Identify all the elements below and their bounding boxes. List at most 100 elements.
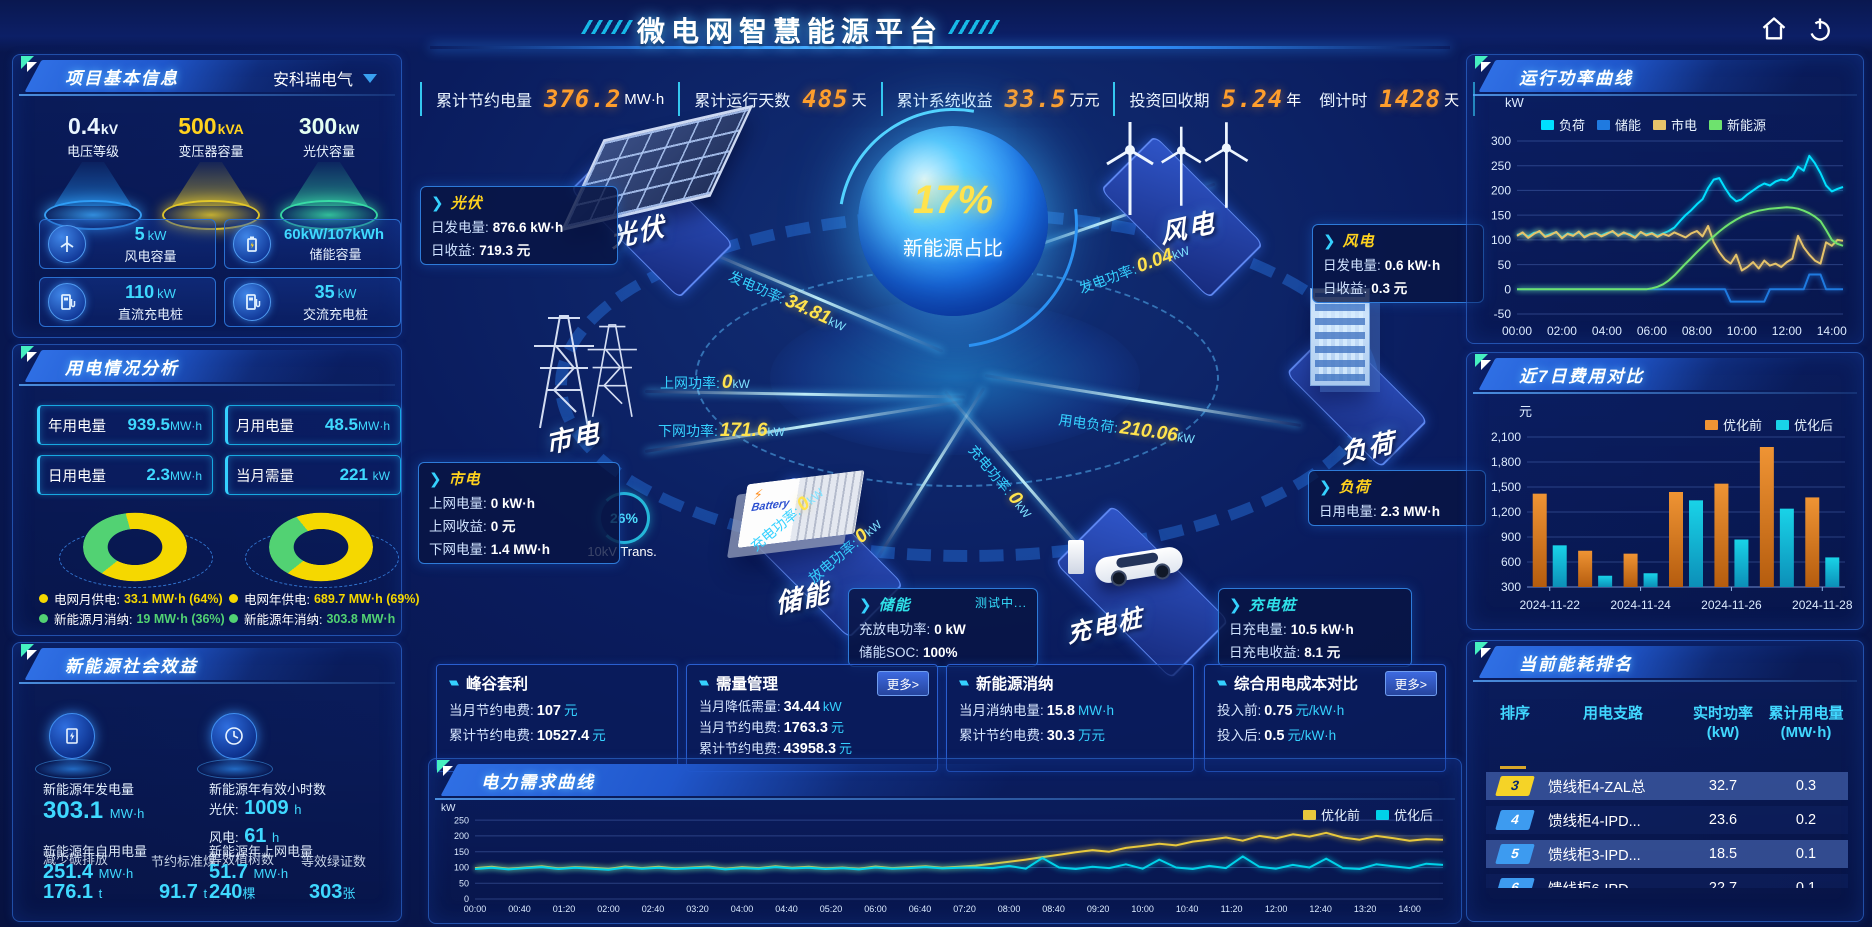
legend-value: 689.7 MW·h (69%): [313, 591, 420, 606]
line-label: 上网电量:: [429, 496, 487, 511]
legend-grid-year[interactable]: 电网年供电: 689.7 MW·h (69%): [229, 589, 420, 608]
svg-text:04:00: 04:00: [731, 904, 754, 914]
line-unit: 元/kW·h: [1287, 728, 1337, 743]
ranking-table-body: 3 馈线柜4-ZAL总 32.7 0.3 4 馈线柜4-IPD... 23.6 …: [1486, 772, 1848, 888]
card-unit: kW: [147, 227, 167, 243]
svg-text:12:00: 12:00: [1772, 324, 1802, 338]
table-row[interactable]: 5 馈线柜3-IPD... 18.5 0.1: [1486, 840, 1848, 868]
self-use-unit: MW·h: [98, 866, 134, 881]
light-beam: [172, 162, 250, 206]
more-button[interactable]: 更多>: [1384, 671, 1437, 696]
card-label: 交流充电桩: [302, 306, 368, 322]
flow-label: 下网功率:: [658, 423, 718, 439]
legend-renewable-year[interactable]: 新能源年消纳: 303.8 MW·h (31%): [229, 609, 397, 628]
legend-dot: [39, 614, 48, 623]
svg-text:200: 200: [454, 831, 469, 841]
wind-hours-value: 61: [244, 825, 267, 847]
chevron-icon: ❯: [429, 471, 443, 488]
project-info-panel: 项目基本信息 安科瑞电气 0.4kV 电压等级 500kVA 变压器容量 300…: [12, 54, 402, 338]
legend-before-optimize[interactable]: 优化前: [1302, 805, 1360, 824]
legend-grid[interactable]: 市电: [1653, 115, 1697, 134]
self-use-value: 251.4: [43, 861, 94, 883]
flow-unit: kW: [1176, 430, 1196, 447]
stat-value: 300: [298, 113, 338, 139]
ranking-scroll-indicator: [1500, 766, 1526, 769]
day-usage-card: 日用电量 2.3MW·h: [37, 455, 213, 495]
card-value: 5: [134, 223, 145, 244]
stat-label: 变压器容量: [178, 144, 244, 159]
legend-after-optimize[interactable]: 优化后: [1775, 415, 1833, 434]
pv-hours-label: 光伏:: [209, 802, 239, 817]
legend-renewable[interactable]: 新能源: [1709, 115, 1766, 134]
home-button[interactable]: [1756, 12, 1792, 46]
table-row[interactable]: 3 馈线柜4-ZAL总 32.7 0.3: [1486, 772, 1848, 800]
card-unit: MW·h: [170, 469, 202, 483]
col-header-branch: 用电支路: [1582, 705, 1643, 722]
grid-import-flow-label: 下网功率: 171.6kW: [658, 420, 785, 442]
kpi-system-income: 累计系统收益 33.5 万元: [880, 82, 1114, 116]
card-flag-icon: [699, 680, 709, 686]
project-select[interactable]: 安科瑞电气: [273, 66, 377, 90]
usage-analysis-header: 用电情况分析: [19, 350, 395, 386]
svg-text:00:00: 00:00: [464, 904, 487, 914]
wind-hours-label: 风电:: [209, 830, 239, 845]
card-value: 35: [314, 281, 335, 302]
panel-corner-icon: [21, 346, 43, 366]
chevron-icon: ❯: [1229, 597, 1243, 614]
panel-title: 用电情况分析: [65, 359, 179, 378]
storage-info-box: ❯ 储能 测试中... 充放电功率: 0 kW 储能SOC: 100%: [848, 588, 1038, 667]
branch-name: 馈线柜4-ZAL总: [1548, 779, 1646, 796]
panel-corner-icon: [21, 56, 43, 76]
legend-swatch: [1541, 119, 1554, 130]
svg-text:05:20: 05:20: [820, 904, 843, 914]
light-beam: [290, 162, 368, 206]
testing-badge: 测试中...: [974, 596, 1027, 610]
realtime-power: 23.6: [1708, 812, 1738, 828]
peak-valley-card: 峰谷套利 当月节约电费: 107 元 累计节约电费: 10527.4 元: [436, 664, 678, 772]
legend-value: 33.1 MW·h (64%): [123, 591, 223, 606]
load-info-box: ❯ 负荷 日用电量: 2.3 MW·h: [1308, 470, 1486, 526]
line-label: 累计节约电费:: [959, 728, 1044, 743]
line-unit: 元: [592, 728, 606, 743]
svg-text:2,100: 2,100: [1491, 430, 1521, 444]
panel-corner-icon: [1475, 642, 1497, 662]
top-banner: [0, 0, 1872, 52]
line-label: 下网电量:: [429, 542, 487, 557]
donut-ring: [83, 512, 187, 582]
legend-before-optimize[interactable]: 优化前: [1704, 415, 1762, 434]
more-button[interactable]: 更多>: [876, 671, 929, 696]
legend-swatch: [1597, 119, 1611, 130]
legend-grid-month[interactable]: 电网月供电: 33.1 MW·h (64%): [39, 589, 223, 608]
legend-load[interactable]: 负荷: [1541, 115, 1585, 134]
hours-clock-icon: [211, 713, 257, 759]
svg-text:2024-11-24: 2024-11-24: [1610, 598, 1671, 612]
kpi-value: 5.24: [1221, 85, 1284, 113]
legend-after-optimize[interactable]: 优化后: [1375, 805, 1433, 824]
flow-value: 0: [721, 372, 733, 393]
kpi-label: 倒计时: [1319, 93, 1368, 110]
carbon-reduction-label: 减少碳排放: [43, 852, 109, 867]
card-title: 新能源消纳: [976, 676, 1054, 693]
wind-info-box: ❯ 风电 日发电量: 0.6 kW·h 日收益: 0.3 元: [1312, 224, 1484, 303]
cost-compare-panel: 近7日费用对比 元 优化前 优化后 2,100 1,800 1,500 1,200 90…: [1466, 352, 1864, 630]
green-cert-label: 等效绿证数: [301, 854, 367, 869]
cost-compare-chart: 2,100 1,800 1,500 1,200 900 600 300 2024-11-22 2…: [1491, 430, 1853, 612]
line-value: 100%: [923, 645, 958, 660]
line-label: 累计节约电费:: [449, 728, 534, 743]
legend-label: 优化后: [1793, 418, 1833, 433]
svg-text:06:00: 06:00: [864, 904, 887, 914]
card-flag-icon: [449, 680, 459, 686]
svg-text:200: 200: [1491, 184, 1511, 198]
power-button[interactable]: [1802, 12, 1838, 46]
effective-hours-label: 新能源年有效小时数: [209, 782, 327, 797]
table-row[interactable]: 6 馈线柜6-IPD 22.7 0.1: [1486, 874, 1848, 888]
home-icon: [1762, 17, 1786, 40]
line-value: 0.75: [1264, 703, 1293, 719]
legend-storage[interactable]: 储能: [1597, 115, 1641, 134]
svg-text:600: 600: [1501, 555, 1521, 569]
legend-swatch: [1709, 119, 1723, 130]
stat-unit: kV: [100, 121, 119, 137]
table-row[interactable]: 4 馈线柜4-IPD... 23.6 0.2: [1486, 806, 1848, 834]
legend-renewable-month[interactable]: 新能源月消纳: 19 MW·h (36%): [39, 609, 225, 628]
legend-label: 市电: [1671, 118, 1698, 133]
